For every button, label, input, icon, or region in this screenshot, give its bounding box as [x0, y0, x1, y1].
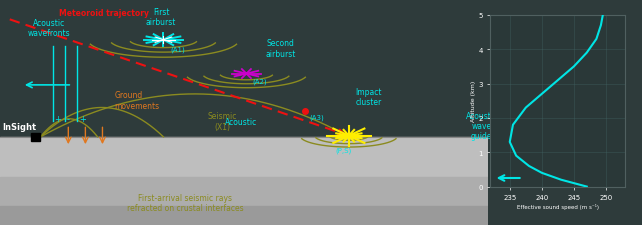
Text: Second
airburst: Second airburst	[265, 39, 296, 58]
Text: Acoustic: Acoustic	[225, 118, 257, 127]
Text: Seismic
(X1): Seismic (X1)	[207, 112, 237, 131]
Text: Meteoroid trajectory: Meteoroid trajectory	[58, 9, 148, 18]
Bar	[0, 137, 488, 225]
Text: Impact
cluster: Impact cluster	[355, 87, 381, 107]
Text: InSight: InSight	[3, 123, 37, 132]
Text: (A3): (A3)	[310, 114, 325, 120]
Text: Acoustic
wave
guide: Acoustic wave guide	[465, 111, 498, 141]
Text: (A2): (A2)	[252, 78, 267, 84]
Text: (A1): (A1)	[171, 47, 186, 53]
Text: (P,S): (P,S)	[336, 146, 352, 153]
Bar	[31, 133, 40, 141]
Text: +: +	[79, 115, 86, 124]
X-axis label: Effective sound speed (m s⁻¹): Effective sound speed (m s⁻¹)	[517, 203, 599, 209]
Text: Acoustic
wavefronts: Acoustic wavefronts	[28, 19, 70, 38]
Text: First
airburst: First airburst	[146, 8, 176, 27]
Text: Ground
movements: Ground movements	[115, 91, 160, 110]
Bar	[0, 206, 488, 225]
Text: First-arrival seismic rays
refracted on crustal interfaces: First-arrival seismic rays refracted on …	[127, 193, 244, 212]
Bar	[0, 177, 488, 225]
Text: +: +	[55, 115, 62, 124]
Text: -: -	[67, 115, 70, 124]
Y-axis label: Altitude (km): Altitude (km)	[471, 81, 476, 122]
